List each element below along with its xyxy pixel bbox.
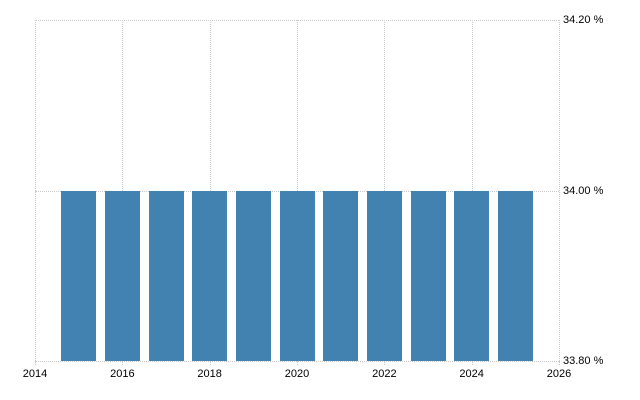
y-axis-label: 34.00 % <box>563 184 604 197</box>
x-tick-mark <box>471 361 473 365</box>
x-gridline <box>35 20 36 361</box>
bar-2021[interactable] <box>323 190 359 361</box>
bar-2023[interactable] <box>410 190 446 361</box>
y-axis-label: 34.20 % <box>563 14 604 26</box>
x-axis-label: 2018 <box>197 368 222 380</box>
bar-2018[interactable] <box>192 190 228 361</box>
bar-2016[interactable] <box>104 190 140 361</box>
bar-2019[interactable] <box>235 190 271 361</box>
bar-2017[interactable] <box>148 190 184 361</box>
y-axis-label: 33.80 % <box>563 355 604 367</box>
bar-2024[interactable] <box>454 190 490 361</box>
x-tick-mark <box>122 361 124 365</box>
x-axis-label: 2026 <box>546 368 572 380</box>
x-tick-mark <box>209 361 211 365</box>
bar-2015[interactable] <box>61 190 97 361</box>
x-axis-label: 2024 <box>459 368 484 380</box>
bar-2025[interactable] <box>497 190 533 361</box>
x-tick-mark <box>297 361 298 365</box>
x-gridline <box>559 20 560 361</box>
x-tick-mark <box>384 361 386 365</box>
x-tick-mark <box>559 361 560 365</box>
bar-2020[interactable] <box>279 190 315 361</box>
x-axis-label: 2014 <box>22 368 48 380</box>
x-tick-mark <box>35 361 36 365</box>
x-axis-label: 2020 <box>284 368 310 380</box>
x-axis-label: 2022 <box>372 368 397 380</box>
bar-2022[interactable] <box>366 190 402 361</box>
x-axis-label: 2016 <box>110 368 135 380</box>
